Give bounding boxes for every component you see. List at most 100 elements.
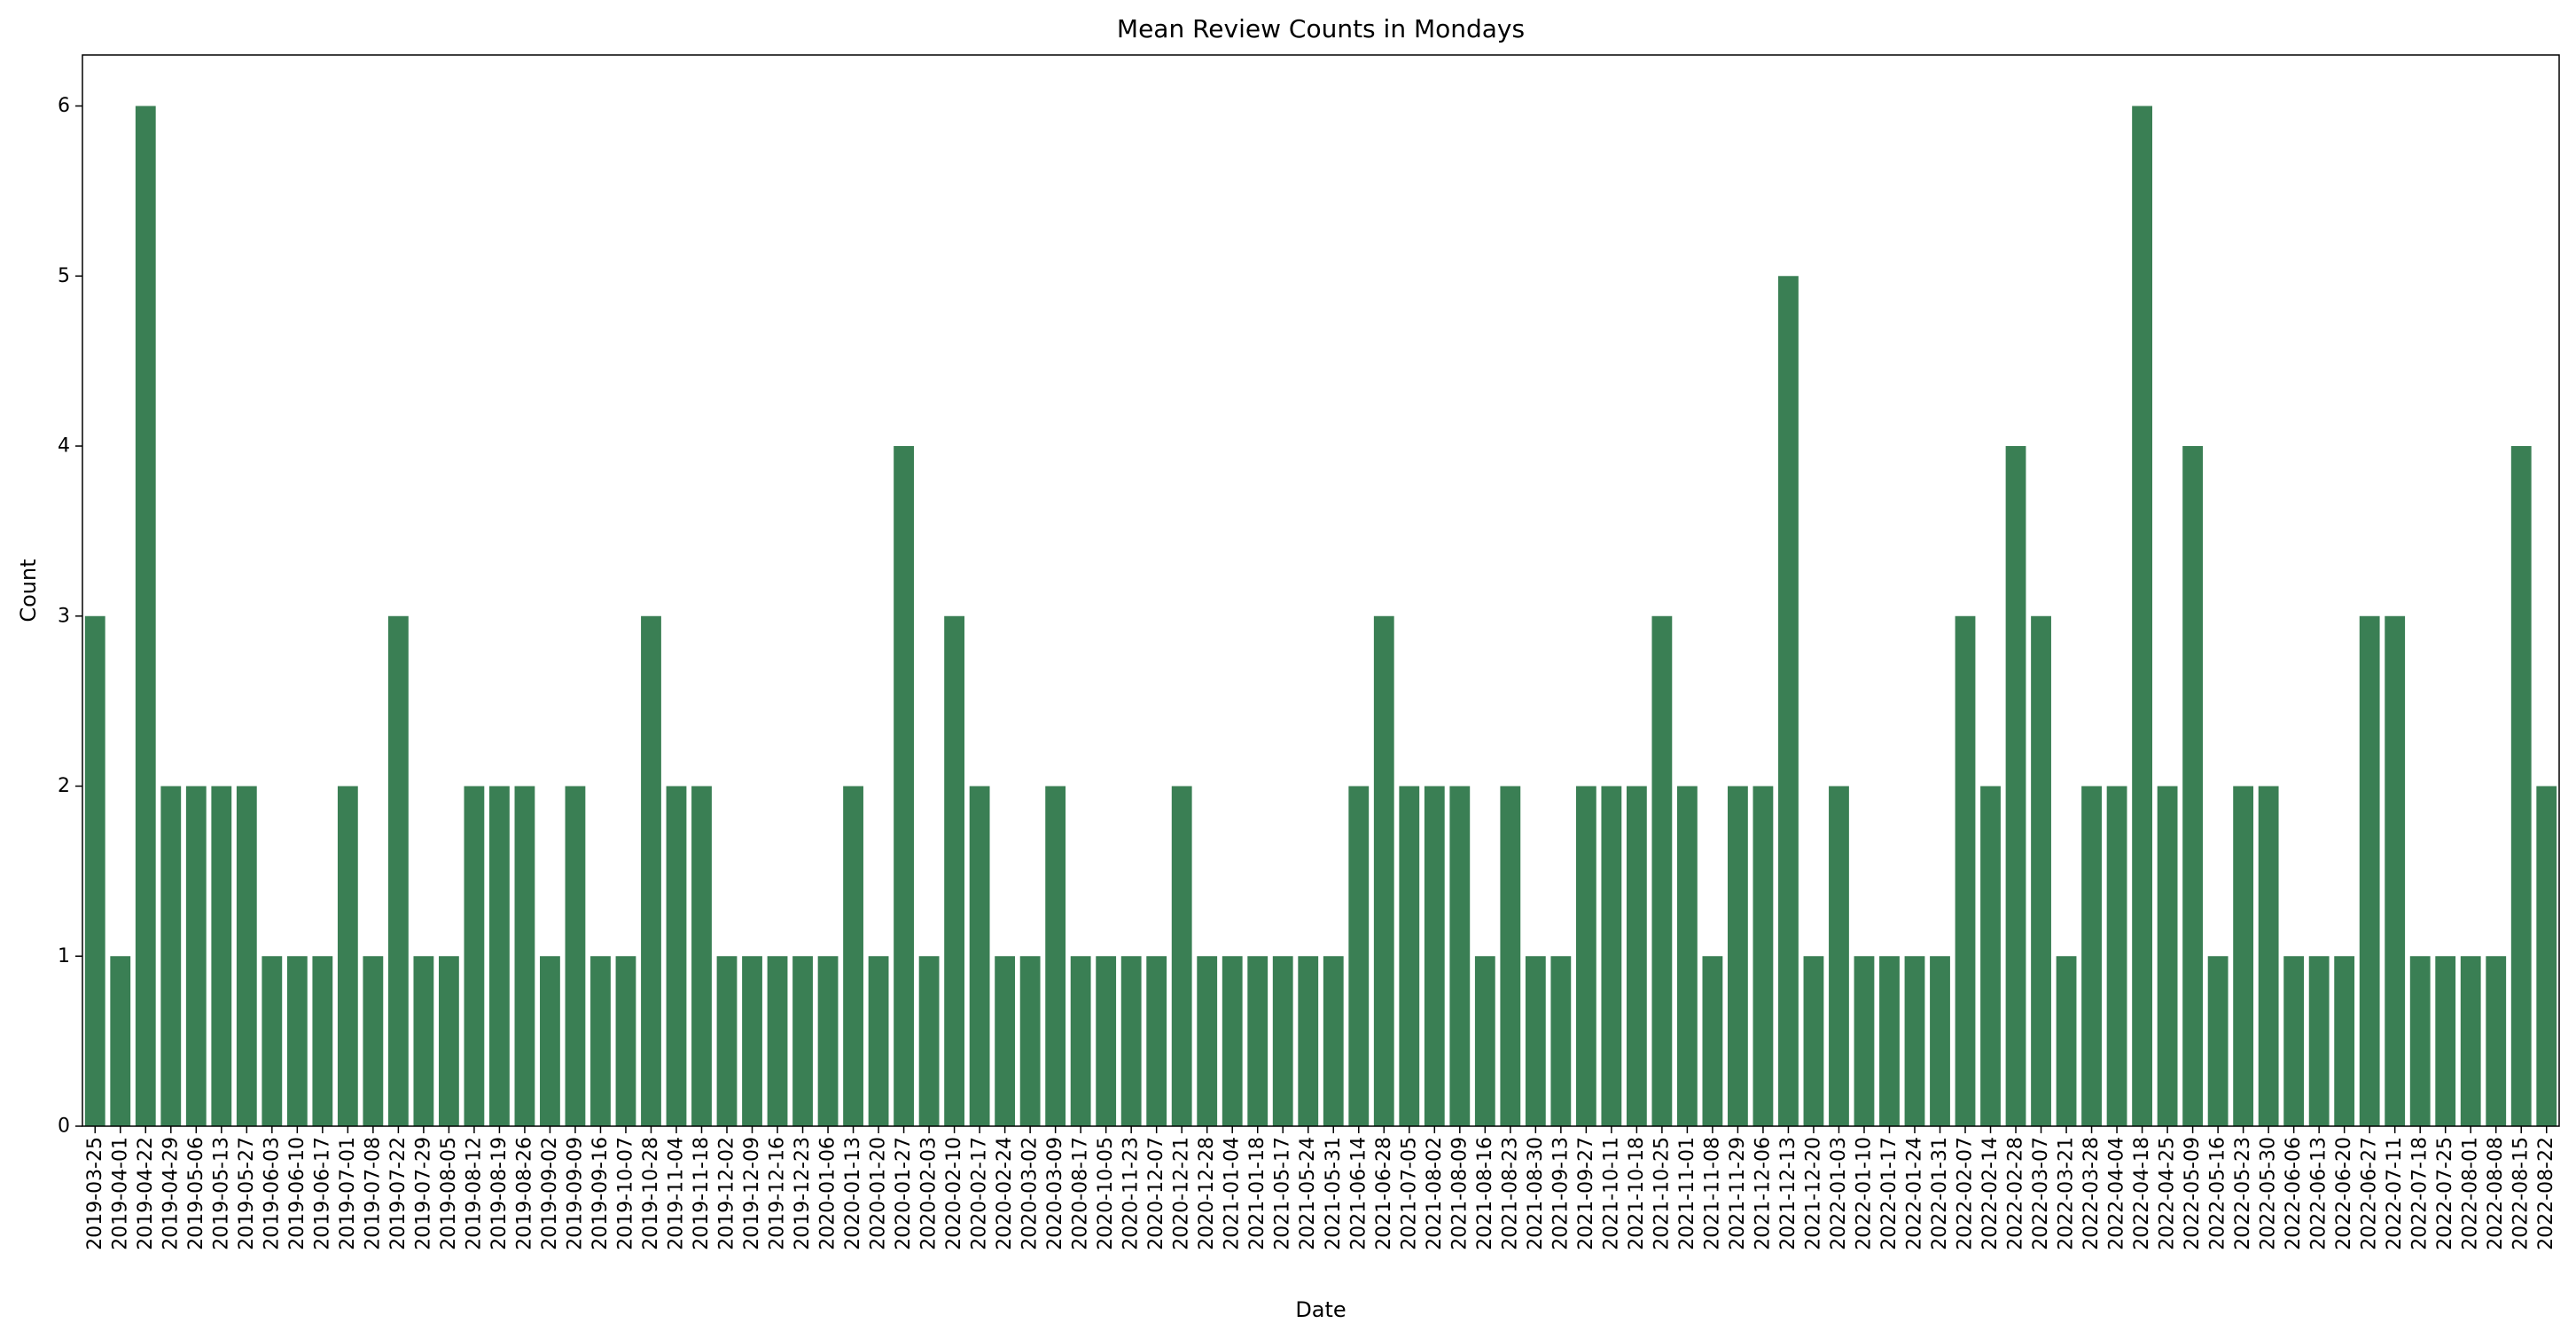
x-tick-label: 2021-08-30 [1525, 1137, 1547, 1250]
x-tick-label: 2022-05-09 [2182, 1137, 2204, 1250]
bar-2022-01-17 [1879, 956, 1900, 1126]
x-tick-label: 2020-03-09 [1044, 1137, 1066, 1250]
bar-2021-12-06 [1752, 786, 1774, 1126]
y-tick-label: 0 [58, 1116, 70, 1138]
bar-2022-06-13 [2308, 956, 2330, 1126]
x-tick-label: 2020-12-07 [1145, 1137, 1167, 1250]
x-tick-label: 2022-01-10 [1853, 1137, 1875, 1250]
bar-2019-08-05 [438, 956, 459, 1126]
x-tick-label: 2022-06-06 [2283, 1137, 2305, 1250]
bar-2021-08-09 [1449, 786, 1471, 1126]
bar-2022-07-18 [2409, 956, 2431, 1126]
x-tick-label: 2019-12-16 [767, 1137, 789, 1250]
x-tick-label: 2020-01-20 [868, 1137, 890, 1250]
x-tick-label: 2019-07-08 [362, 1137, 384, 1250]
x-axis-label: Date [1295, 1297, 1346, 1322]
bar-2022-01-03 [1829, 786, 1849, 1126]
x-tick-label: 2022-04-25 [2157, 1137, 2179, 1250]
bar-2020-12-28 [1197, 956, 1218, 1126]
x-tick-label: 2022-04-18 [2131, 1137, 2153, 1250]
bar-2022-05-23 [2233, 786, 2254, 1126]
bar-2019-03-25 [84, 615, 105, 1126]
bar-2019-09-09 [565, 786, 586, 1126]
x-tick-label: 2020-01-06 [817, 1137, 839, 1250]
x-tick-label: 2020-03-02 [1019, 1137, 1042, 1250]
x-tick-label: 2019-12-02 [716, 1137, 738, 1250]
x-tick-label: 2019-11-04 [665, 1137, 687, 1250]
bar-2020-10-05 [1096, 956, 1117, 1126]
bar-2020-02-03 [918, 956, 940, 1126]
x-tick-label: 2019-08-19 [488, 1137, 511, 1250]
x-tick-label: 2021-08-02 [1424, 1137, 1446, 1250]
x-tick-label: 2022-07-11 [2384, 1137, 2406, 1250]
bar-2021-10-25 [1651, 615, 1673, 1126]
bar-2022-04-25 [2157, 786, 2178, 1126]
x-tick-label: 2019-03-25 [84, 1137, 106, 1250]
x-tick-label: 2022-01-31 [1929, 1137, 1951, 1250]
x-tick-label: 2022-03-28 [2080, 1137, 2103, 1250]
x-tick-label: 2021-10-11 [1600, 1137, 1622, 1250]
plot-frame [82, 54, 2560, 1127]
bar-2022-07-25 [2435, 956, 2456, 1126]
bar-2021-08-23 [1500, 786, 1521, 1126]
x-tick-label: 2020-02-03 [918, 1137, 941, 1250]
bar-2019-07-22 [387, 615, 409, 1126]
bar-2019-12-23 [792, 956, 813, 1126]
x-axis: 2019-03-25 2019-04-01 2019-04-22 2019-04-29… [84, 1126, 2557, 1250]
bar-2022-06-06 [2283, 956, 2305, 1126]
x-tick-label: 2022-06-20 [2333, 1137, 2355, 1250]
bar-2021-06-14 [1348, 786, 1370, 1126]
bar-2020-03-02 [1019, 956, 1041, 1126]
y-tick-label: 6 [58, 95, 70, 117]
bar-2020-02-10 [944, 615, 965, 1126]
bar-2019-07-29 [413, 956, 434, 1126]
bar-2019-05-13 [211, 786, 232, 1126]
bar-2022-01-24 [1904, 956, 1925, 1126]
y-axis-label: Count [16, 559, 41, 622]
bar-2022-02-07 [1955, 615, 1976, 1126]
bar-2021-05-24 [1298, 956, 1319, 1126]
x-tick-label: 2021-01-04 [1222, 1137, 1244, 1250]
bar-2019-08-19 [489, 786, 510, 1126]
bar-2022-05-09 [2182, 446, 2204, 1126]
bar-2019-11-18 [691, 786, 712, 1126]
x-tick-label: 2019-08-05 [438, 1137, 460, 1250]
bar-2022-02-28 [2005, 446, 2026, 1126]
x-tick-label: 2022-04-04 [2106, 1137, 2128, 1250]
x-tick-label: 2022-03-07 [2030, 1137, 2052, 1250]
x-tick-label: 2019-06-10 [286, 1137, 308, 1250]
x-tick-label: 2021-06-28 [1373, 1137, 1395, 1250]
x-tick-label: 2022-01-24 [1903, 1137, 1925, 1250]
x-tick-label: 2021-11-01 [1676, 1137, 1698, 1250]
x-tick-label: 2021-08-16 [1474, 1137, 1496, 1250]
bar-2021-08-16 [1474, 956, 1495, 1126]
bar-2019-05-27 [236, 786, 257, 1126]
y-tick-label: 3 [58, 605, 70, 627]
bar-2022-04-04 [2106, 786, 2127, 1126]
bar-2021-09-13 [1550, 956, 1572, 1126]
x-tick-label: 2022-07-18 [2409, 1137, 2432, 1250]
bar-2020-02-24 [995, 956, 1016, 1126]
bar-2022-06-20 [2334, 956, 2355, 1126]
x-tick-label: 2021-05-24 [1297, 1137, 1319, 1250]
bars-group [84, 106, 2557, 1126]
x-tick-label: 2021-10-18 [1626, 1137, 1648, 1250]
x-tick-label: 2019-09-09 [564, 1137, 586, 1250]
bar-2019-06-03 [262, 956, 283, 1126]
x-tick-label: 2020-02-17 [969, 1137, 991, 1250]
bar-2020-01-06 [817, 956, 839, 1126]
x-tick-label: 2021-12-13 [1777, 1137, 1799, 1250]
bar-2020-11-23 [1120, 956, 1142, 1126]
bar-2019-05-06 [185, 786, 207, 1126]
bar-2019-06-17 [312, 956, 333, 1126]
x-tick-label: 2020-02-24 [994, 1137, 1016, 1250]
bar-2021-08-02 [1424, 786, 1445, 1126]
bar-2019-12-16 [767, 956, 788, 1126]
bar-2019-07-08 [363, 956, 384, 1126]
bar-2021-09-27 [1575, 786, 1596, 1126]
x-tick-label: 2019-05-13 [210, 1137, 232, 1250]
x-tick-label: 2021-11-29 [1727, 1137, 1749, 1250]
bar-2022-02-14 [1980, 786, 2001, 1126]
x-tick-label: 2019-04-22 [135, 1137, 157, 1250]
bar-2020-12-07 [1146, 956, 1167, 1126]
